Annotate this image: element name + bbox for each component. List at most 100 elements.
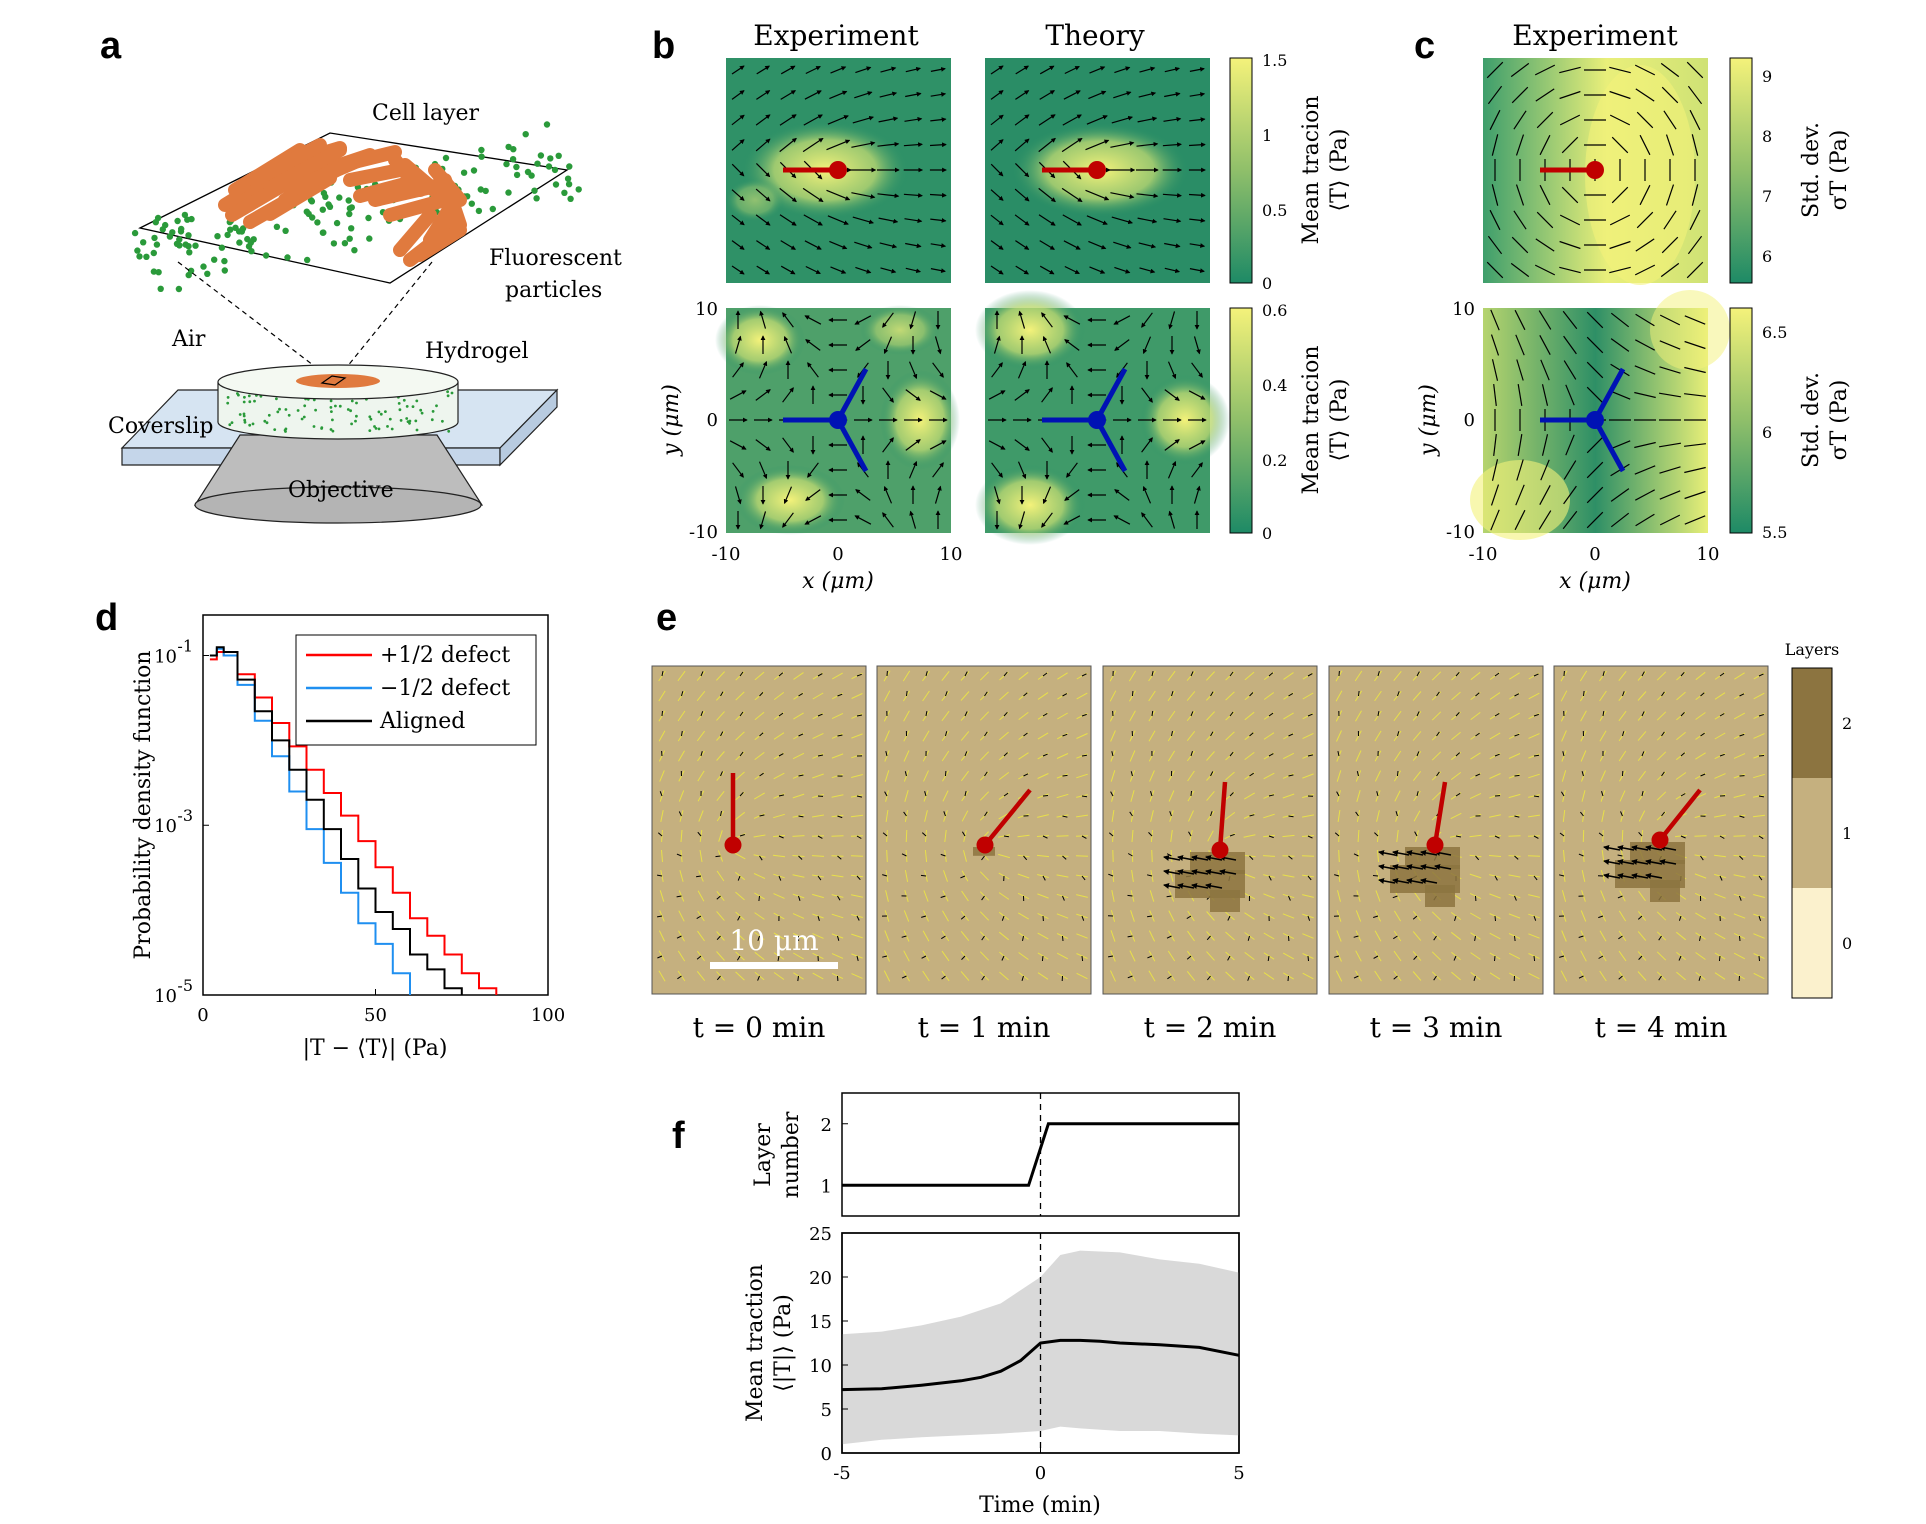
ytick: 5 <box>821 1400 832 1421</box>
particle-icon <box>150 268 158 275</box>
ytick: 2 <box>821 1115 832 1136</box>
layer-patch <box>1190 852 1245 874</box>
cell-icon <box>343 163 407 187</box>
plus-defect-marker <box>1651 831 1669 849</box>
particle-icon <box>442 154 450 162</box>
particle-icon <box>309 214 316 221</box>
cell-icon <box>383 193 452 222</box>
colorbar-c-top <box>1729 57 1753 284</box>
cbar-label: Mean tracion <box>1299 95 1324 244</box>
particle-icon <box>489 205 496 213</box>
ylabel-c: y (μm) <box>1416 384 1441 457</box>
title-experiment-c: Experiment <box>1512 19 1678 52</box>
particle-icon <box>551 166 559 174</box>
particle-icon <box>134 247 141 254</box>
cell-icon <box>413 223 467 262</box>
cbar-label: ⟨T⟩ (Pa) <box>1327 379 1352 462</box>
particle-icon <box>575 186 582 193</box>
series-line <box>209 646 463 995</box>
particle-icon <box>204 270 211 277</box>
particle-icon <box>543 121 551 128</box>
panel-label-a: a <box>100 25 122 67</box>
cbar-label: Std. dev. <box>1799 372 1824 468</box>
label-fluorescent: Fluorescent <box>489 246 622 271</box>
colorbar-b-bottom <box>1229 307 1253 534</box>
particle-icon <box>245 243 253 250</box>
cbar-label: Std. dev. <box>1799 122 1824 218</box>
particle-icon <box>513 171 521 179</box>
particle-icon <box>534 160 541 167</box>
title-experiment-b: Experiment <box>753 19 919 52</box>
particle-icon <box>262 252 270 259</box>
label-particles: particles <box>505 278 602 303</box>
xlabel-c: x (μm) <box>1559 569 1631 594</box>
particle-icon <box>366 235 373 242</box>
xlabel-b: x (μm) <box>802 569 874 594</box>
cbar-tick: 0.4 <box>1262 376 1287 395</box>
scale-bar <box>710 962 838 969</box>
cell-icon <box>388 153 427 197</box>
xtick: 50 <box>364 1005 387 1026</box>
particle-icon <box>143 253 150 260</box>
layer-number-line <box>842 1122 1239 1187</box>
cbar-tick: 9 <box>1762 67 1772 86</box>
cbar-tick: 0 <box>1262 274 1272 293</box>
defect-orientation <box>1658 788 1702 842</box>
layer-swatch-0 <box>1792 888 1832 998</box>
ytick-exponent: -1 <box>177 636 193 655</box>
panel-b: Experiment Theory <box>659 19 1352 594</box>
particle-icon <box>282 227 289 234</box>
particle-icon <box>150 249 157 257</box>
cbar-tick: 1.5 <box>1262 51 1287 70</box>
cell-icon <box>218 138 467 267</box>
particle-icon <box>477 186 484 193</box>
time-frame <box>1553 665 1769 995</box>
plus-defect-marker <box>1586 161 1604 179</box>
legend-label: −1/2 defect <box>380 676 510 701</box>
ytick-exponent: -3 <box>177 806 193 825</box>
particle-icon <box>176 236 183 243</box>
particle-icon <box>351 247 358 254</box>
cell-icon <box>438 173 467 232</box>
particle-icon <box>174 217 181 225</box>
particle-icon <box>319 229 327 236</box>
particle-icon <box>528 172 535 179</box>
cbar-tick: 7 <box>1762 187 1772 206</box>
ylabel-f-top: Layer <box>751 1123 776 1187</box>
particle-icon <box>250 236 257 243</box>
plus-defect-marker <box>976 836 994 854</box>
plus-defect-marker <box>1426 836 1444 854</box>
layer-tick: 1 <box>1842 824 1852 843</box>
cell-icon <box>248 138 327 187</box>
particle-icon <box>537 152 545 159</box>
label-air: Air <box>171 327 206 352</box>
particle-icon <box>346 205 354 212</box>
particle-icon <box>319 206 326 213</box>
xtick: -5 <box>833 1463 851 1484</box>
particle-icon <box>314 219 321 226</box>
particle-icon <box>552 181 560 188</box>
ytick: 10 <box>1452 299 1475 320</box>
label-coverslip: Coverslip <box>108 414 214 439</box>
map-c-top <box>1483 58 1708 285</box>
particle-icon <box>200 263 207 270</box>
xtick: 0 <box>832 544 843 565</box>
particle-icon <box>336 194 343 201</box>
layer-swatch-1 <box>1792 778 1832 888</box>
panel-label-f: f <box>672 1115 685 1157</box>
xtick: -10 <box>1469 544 1498 565</box>
plus-defect-marker <box>724 836 742 854</box>
particle-icon <box>192 242 199 249</box>
particle-icon <box>503 160 510 168</box>
cbar-label: σT (Pa) <box>1827 380 1852 461</box>
particle-icon <box>227 226 234 233</box>
ylabel-f-bottom: Mean traction <box>743 1264 768 1422</box>
panel-a-schematic: Cell layer Fluorescent particles Air Hyd… <box>108 101 622 524</box>
particle-icon <box>211 256 218 263</box>
particle-icon <box>176 242 183 249</box>
cbar-tick: 5.5 <box>1762 523 1787 542</box>
panel-label-e: e <box>656 597 677 639</box>
particle-icon <box>345 197 352 204</box>
particle-icon <box>154 214 162 222</box>
